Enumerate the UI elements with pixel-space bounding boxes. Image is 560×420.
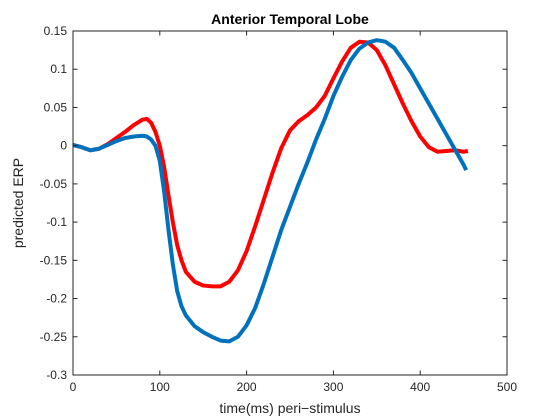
x-tick-label: 100 (150, 380, 170, 394)
y-tick-label: 0.15 (44, 24, 68, 38)
y-tick-label: -0.05 (40, 177, 68, 191)
y-tick-label: -0.2 (46, 292, 67, 306)
series-layer (72, 38, 469, 344)
y-tick-label: 0.05 (44, 100, 68, 114)
x-axis-label: time(ms) peri−stimulus (219, 400, 360, 416)
x-tick-label: 300 (323, 380, 343, 394)
y-tick-label: -0.25 (40, 330, 68, 344)
x-tick-label: 500 (497, 380, 517, 394)
series-line-1 (72, 39, 469, 289)
chart-title: Anterior Temporal Lobe (211, 11, 369, 27)
axes-layer: 0 100 200 300 400 500 0.15 0.1 0.05 0 -0.05 -0.1 -0.… (40, 24, 518, 394)
y-tick-label: -0.1 (46, 215, 67, 229)
y-tick-label: 0 (60, 139, 67, 153)
y-tick-label: -0.15 (40, 253, 68, 267)
x-tick-label: 0 (70, 380, 77, 394)
series-line-2 (72, 38, 468, 344)
axes-box (72, 30, 508, 376)
x-tick-label: 400 (410, 380, 430, 394)
y-axis-label: predicted ERP (10, 158, 26, 248)
y-tick-label: 0.1 (50, 62, 67, 76)
y-tick-label: -0.3 (46, 368, 67, 382)
x-tick-label: 200 (237, 380, 257, 394)
